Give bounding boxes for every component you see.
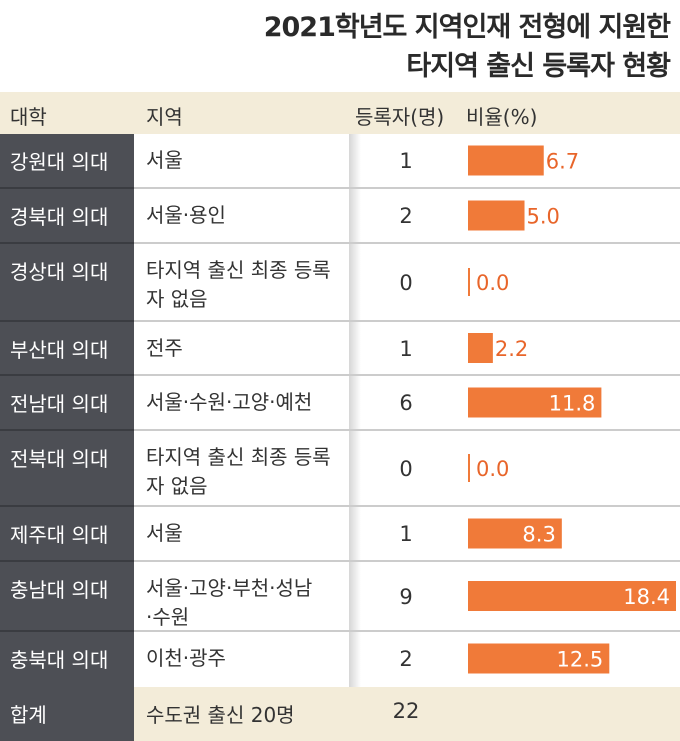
region-text: 전주	[138, 322, 349, 376]
region-text: 서울·고양·부천·성남·수원	[138, 562, 318, 632]
data-label-충북대 의대: 12.5	[557, 648, 604, 672]
data-label-전북대 의대: 0.0	[476, 457, 509, 481]
total-count: 22	[392, 699, 420, 723]
column-shadow	[349, 244, 361, 322]
table-header: 대학 지역 등록자(명) 비율(%)	[0, 92, 680, 134]
header-region: 지역	[146, 105, 183, 129]
data-label-경상대 의대: 0.0	[476, 271, 509, 295]
header-ratio: 비율(%)	[466, 105, 538, 129]
row-divider-dark	[0, 187, 134, 189]
ratio-bar-chart: 6.7 5.0 0.0 2.2 11.8 0.0 8.3 18.4 12.5	[468, 145, 676, 674]
table-row: 경북대 의대 서울·용인 2	[0, 189, 680, 244]
university-name: 충북대 의대	[0, 632, 134, 687]
registrant-count: 2	[399, 204, 413, 228]
row-divider-dark	[0, 429, 134, 431]
region-text: 타지역 출신 최종 등록자 없음	[138, 244, 338, 322]
registrant-count: 0	[399, 271, 413, 295]
row-divider	[0, 505, 680, 507]
header-count: 등록자(명)	[355, 105, 445, 129]
university-name: 전남대 의대	[0, 376, 134, 431]
row-divider	[0, 320, 680, 322]
row-divider	[0, 429, 680, 431]
table-row: 전남대 의대 서울·수원·고양·예천 6	[0, 376, 680, 431]
column-shadow	[349, 632, 361, 687]
column-shadow	[349, 507, 361, 562]
column-shadow	[349, 376, 361, 431]
table-row: 부산대 의대 전주 1	[0, 322, 680, 376]
registrant-count: 6	[399, 391, 413, 415]
registrant-count: 1	[399, 149, 413, 173]
region-text: 서울	[138, 507, 349, 562]
row-divider-dark	[0, 630, 134, 632]
table-row: 제주대 의대 서울 1	[0, 507, 680, 562]
university-name: 제주대 의대	[0, 507, 134, 562]
university-name: 충남대 의대	[0, 562, 134, 632]
row-divider-dark	[0, 560, 134, 562]
table-row: 충남대 의대 서울·고양·부천·성남·수원 9	[0, 562, 680, 632]
row-divider-dark	[0, 320, 134, 322]
column-shadow	[349, 431, 361, 507]
table-row: 충북대 의대 이천·광주 2	[0, 632, 680, 687]
column-shadow	[349, 322, 361, 376]
column-shadow	[349, 134, 361, 189]
registrant-count: 0	[399, 457, 413, 481]
header-university: 대학	[10, 105, 47, 129]
region-text: 서울·용인	[138, 189, 349, 244]
table-row: 강원대 의대 서울 1	[0, 134, 680, 189]
row-divider	[0, 560, 680, 562]
bar-전남대 의대	[468, 387, 602, 418]
region-text: 서울·수원·고양·예천	[138, 376, 349, 431]
chart-title: 2021학년도 지역인재 전형에 지원한 타지역 출신 등록자 현황	[263, 8, 671, 86]
data-label-강원대 의대: 6.7	[546, 150, 579, 174]
region-text: 타지역 출신 최종 등록자 없음	[138, 431, 338, 507]
bar-부산대 의대	[468, 333, 493, 363]
title-line-1: 2021학년도 지역인재 전형에 지원한	[263, 12, 671, 43]
bar-충북대 의대	[468, 643, 610, 674]
university-name: 경상대 의대	[0, 244, 134, 322]
university-name: 강원대 의대	[0, 134, 134, 189]
table-row: 경상대 의대 타지역 출신 최종 등록자 없음 0	[0, 244, 680, 322]
data-label-경북대 의대: 5.0	[527, 205, 560, 229]
university-name: 전북대 의대	[0, 431, 134, 507]
data-label-제주대 의대: 8.3	[522, 523, 555, 547]
total-row: 합계 수도권 출신 20명 22	[0, 687, 680, 741]
row-divider-dark	[0, 374, 134, 376]
title-line-2: 타지역 출신 등록자 현황	[406, 51, 671, 82]
row-divider	[0, 242, 680, 244]
data-label-부산대 의대: 2.2	[495, 337, 528, 361]
column-shadow	[349, 189, 361, 244]
row-divider	[0, 374, 680, 376]
university-name: 부산대 의대	[0, 322, 134, 376]
total-region: 수도권 출신 20명	[138, 687, 349, 741]
data-label-충남대 의대: 18.4	[623, 585, 670, 609]
registrant-count: 9	[399, 585, 413, 609]
registrant-count: 1	[399, 337, 413, 361]
bar-강원대 의대	[468, 145, 544, 176]
university-name: 경북대 의대	[0, 189, 134, 244]
bar-경북대 의대	[468, 200, 525, 231]
row-divider-dark	[0, 242, 134, 244]
table-row: 전북대 의대 타지역 출신 최종 등록자 없음 0	[0, 431, 680, 507]
registrant-count: 2	[399, 647, 413, 671]
bar-제주대 의대	[468, 518, 562, 549]
data-label-전남대 의대: 11.8	[549, 392, 596, 416]
row-divider	[0, 187, 680, 189]
region-text: 서울	[138, 134, 349, 189]
region-text: 이천·광주	[138, 632, 349, 687]
column-shadow	[349, 562, 361, 632]
total-label: 합계	[0, 687, 134, 741]
bar-경상대 의대	[468, 268, 470, 296]
row-divider-dark	[0, 505, 134, 507]
bar-전북대 의대	[468, 454, 470, 482]
row-divider	[0, 630, 680, 632]
registrant-count: 1	[399, 522, 413, 546]
bar-충남대 의대	[468, 581, 676, 611]
